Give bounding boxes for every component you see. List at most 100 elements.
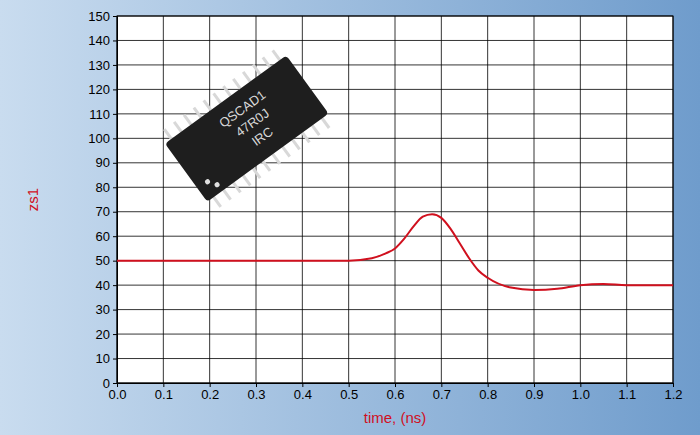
- y-tick-label: 80: [96, 180, 110, 195]
- y-tick-label: 60: [96, 229, 110, 244]
- x-tick-label: 0.3: [247, 387, 265, 402]
- grid-line-y: [117, 40, 673, 41]
- grid-line-x: [441, 16, 442, 383]
- y-tick: 50: [96, 253, 117, 268]
- y-tick-mark: [113, 163, 117, 164]
- x-tick: 0.8: [479, 383, 497, 402]
- plot-frame: [117, 16, 673, 383]
- x-tick-label: 0.6: [386, 387, 404, 402]
- x-tick: 1.1: [618, 383, 636, 402]
- y-tick: 150: [88, 9, 117, 24]
- plot-area: [117, 16, 673, 383]
- grid-line-x: [626, 16, 627, 383]
- x-tick: 0.3: [247, 383, 265, 402]
- x-tick: 0.7: [433, 383, 451, 402]
- y-tick-label: 100: [88, 131, 110, 146]
- y-tick-label: 50: [96, 253, 110, 268]
- grid-line-x: [302, 16, 303, 383]
- y-tick-label: 10: [96, 351, 110, 366]
- grid-line-x: [487, 16, 488, 383]
- chip-body: [165, 55, 329, 201]
- y-tick: 130: [88, 58, 117, 73]
- y-tick-label: 0: [103, 376, 110, 391]
- y-axis-title: zs1: [24, 188, 41, 211]
- x-tick-label: 0.0: [108, 387, 126, 402]
- grid: [117, 16, 673, 383]
- x-axis-title: time, (ns): [364, 409, 427, 426]
- chart: 0.00.10.20.30.40.50.60.70.80.91.01.11.20…: [0, 0, 700, 435]
- grid-line-x: [395, 16, 396, 383]
- y-tick-mark: [113, 236, 117, 237]
- y-tick: 40: [96, 278, 117, 293]
- x-tick-label: 1.2: [664, 387, 682, 402]
- grid-line-y: [117, 236, 673, 237]
- x-tick-label: 1.0: [572, 387, 590, 402]
- grid-line-x: [348, 16, 349, 383]
- chip-label: IRC: [249, 124, 276, 149]
- chip-image: QSCAD147R0JIRC: [158, 46, 336, 212]
- y-tick-mark: [113, 383, 117, 384]
- grid-line-y: [117, 334, 673, 335]
- grid-line-x: [580, 16, 581, 383]
- y-tick-label: 90: [96, 155, 110, 170]
- y-tick-label: 130: [88, 58, 110, 73]
- y-tick: 100: [88, 131, 117, 146]
- x-tick: 0.5: [340, 383, 358, 402]
- grid-line-x: [534, 16, 535, 383]
- y-tick: 80: [96, 180, 117, 195]
- y-tick: 70: [96, 204, 117, 219]
- y-tick: 10: [96, 351, 117, 366]
- y-tick-mark: [113, 138, 117, 139]
- x-tick-label: 0.2: [201, 387, 219, 402]
- y-tick-label: 30: [96, 302, 110, 317]
- grid-line-x: [163, 16, 164, 383]
- y-tick-mark: [113, 334, 117, 335]
- x-tick: 0.2: [201, 383, 219, 402]
- y-tick-mark: [113, 359, 117, 360]
- x-tick: 0.0: [108, 383, 126, 402]
- chip-dot: [204, 178, 211, 185]
- y-tick: 140: [88, 33, 117, 48]
- x-tick: 0.6: [386, 383, 404, 402]
- background: [0, 0, 700, 435]
- x-tick-label: 0.9: [525, 387, 543, 402]
- y-tick-mark: [113, 65, 117, 66]
- x-tick: 1.2: [664, 383, 682, 402]
- y-tick-mark: [113, 16, 117, 17]
- line: [117, 214, 673, 290]
- y-tick-mark: [113, 285, 117, 286]
- grid-line-y: [117, 358, 673, 359]
- y-tick-label: 110: [89, 107, 110, 122]
- chip-dot: [214, 181, 221, 188]
- grid-line-y: [117, 309, 673, 310]
- y-tick-mark: [113, 310, 117, 311]
- y-tick-mark: [113, 40, 117, 41]
- series: [117, 214, 673, 290]
- grid-line-y: [117, 89, 673, 90]
- y-tick: 30: [96, 302, 117, 317]
- x-tick: 0.9: [525, 383, 543, 402]
- y-tick: 20: [96, 327, 117, 342]
- y-tick: 120: [88, 82, 117, 97]
- x-axis: 0.0 0.1 0.2 0.3 0.4 0.5 0.6 0.7 0.8 0.9 1.0 1.1 1.2: [108, 383, 682, 402]
- y-tick: 110: [89, 107, 117, 122]
- y-tick-label: 70: [96, 204, 110, 219]
- plot: 0.00.10.20.30.40.50.60.70.80.91.01.11.20…: [88, 9, 682, 403]
- y-tick-label: 140: [88, 33, 110, 48]
- y-tick: 90: [96, 155, 117, 170]
- x-tick: 0.4: [294, 383, 312, 402]
- x-tick-label: 0.5: [340, 387, 358, 402]
- x-tick-label: 0.4: [294, 387, 312, 402]
- y-tick-mark: [113, 89, 117, 90]
- x-tick-label: 0.1: [155, 387, 173, 402]
- y-tick-label: 120: [88, 82, 110, 97]
- y-tick: 60: [96, 229, 117, 244]
- x-tick: 0.1: [155, 383, 173, 402]
- y-tick: 0: [103, 376, 117, 391]
- grid-line-y: [117, 64, 673, 65]
- y-tick-label: 40: [96, 278, 110, 293]
- y-tick-label: 20: [96, 327, 110, 342]
- grid-line-y: [117, 211, 673, 212]
- y-tick-label: 150: [88, 9, 110, 24]
- y-tick-mark: [113, 212, 117, 213]
